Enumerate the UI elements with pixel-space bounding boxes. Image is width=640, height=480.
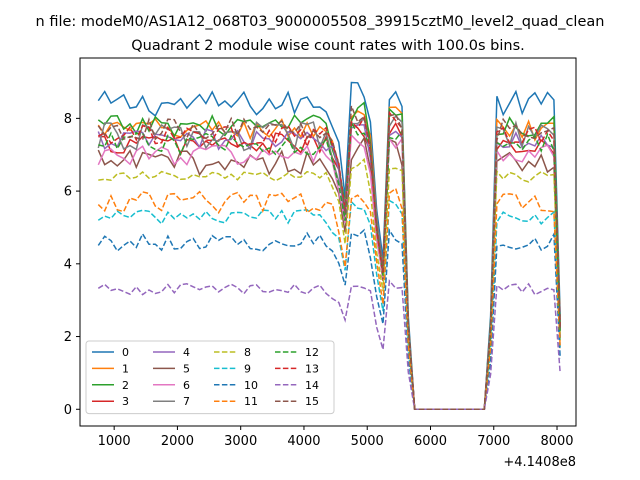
y-tick-label: 4 (64, 257, 72, 272)
x-tick-label: 5000 (351, 434, 384, 449)
legend-label: 14 (305, 379, 319, 392)
y-tick-label: 2 (64, 330, 72, 345)
plot-lines (97, 81, 561, 411)
x-tick-label: 6000 (414, 434, 447, 449)
legend-label: 6 (183, 379, 190, 392)
x-tick-label: 7000 (477, 434, 510, 449)
x-tick-label: 2000 (161, 434, 194, 449)
legend-label: 10 (244, 379, 258, 392)
legend-label: 15 (305, 395, 319, 408)
x-axis: 1000 2000 3000 4000 5000 6000 7000 8000 (98, 426, 574, 449)
legend-label: 7 (183, 395, 190, 408)
series-line-15 (97, 105, 561, 411)
legend-label: 13 (305, 362, 319, 375)
x-tick-label: 8000 (540, 434, 573, 449)
x-tick-label: 1000 (98, 434, 131, 449)
legend-label: 5 (183, 362, 190, 375)
series-line-14 (97, 279, 561, 411)
legend-label: 0 (122, 346, 129, 359)
legend-label: 1 (122, 362, 129, 375)
y-axis: 0 2 4 6 8 (64, 112, 80, 418)
legend-label: 9 (244, 362, 251, 375)
legend-label: 11 (244, 395, 258, 408)
legend-label: 3 (122, 395, 129, 408)
y-tick-label: 0 (64, 403, 72, 418)
legend-label: 12 (305, 346, 319, 359)
x-tick-label: 4000 (287, 434, 320, 449)
figure-suptitle: n file: modeM0/AS1A12_068T03_9000005508_… (36, 14, 605, 30)
y-tick-label: 8 (64, 112, 72, 127)
legend-label: 2 (122, 379, 129, 392)
legend-label: 8 (244, 346, 251, 359)
chart-title: Quadrant 2 module wise count rates with … (131, 38, 525, 54)
y-tick-label: 6 (64, 185, 72, 200)
series-line-9 (97, 199, 561, 411)
series-line-10 (97, 227, 561, 411)
x-tick-label: 3000 (224, 434, 257, 449)
series-line-11 (97, 187, 561, 411)
x-axis-offset-label: +4.1408e8 (503, 455, 576, 470)
legend-box (85, 340, 335, 415)
legend-label: 4 (183, 346, 190, 359)
plot-frame (79, 57, 577, 427)
